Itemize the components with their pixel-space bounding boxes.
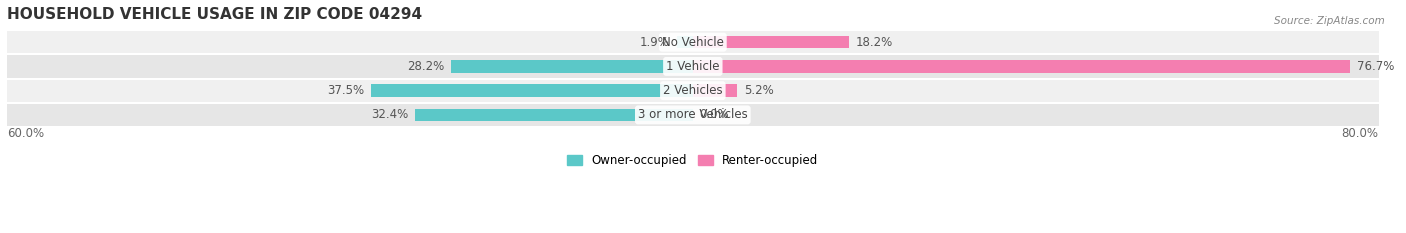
Bar [693,84,737,97]
Text: 80.0%: 80.0% [1341,127,1379,140]
Text: 37.5%: 37.5% [328,84,364,97]
Text: 3 or more Vehicles: 3 or more Vehicles [638,108,748,121]
Text: 1.9%: 1.9% [640,36,669,49]
Text: Source: ZipAtlas.com: Source: ZipAtlas.com [1274,16,1385,26]
Bar [371,84,693,97]
Bar [693,60,1350,73]
Bar [415,109,693,121]
Text: 32.4%: 32.4% [371,108,408,121]
Bar [7,79,1379,102]
Text: No Vehicle: No Vehicle [662,36,724,49]
Bar [7,55,1379,78]
Bar [451,60,693,73]
Text: 0.0%: 0.0% [700,108,730,121]
Text: 5.2%: 5.2% [744,84,775,97]
Text: 28.2%: 28.2% [406,60,444,73]
Text: 60.0%: 60.0% [7,127,44,140]
Text: 76.7%: 76.7% [1357,60,1395,73]
Bar [676,36,693,48]
Bar [7,104,1379,126]
Bar [693,36,849,48]
Text: 1 Vehicle: 1 Vehicle [666,60,720,73]
Bar [7,31,1379,53]
Legend: Owner-occupied, Renter-occupied: Owner-occupied, Renter-occupied [562,149,823,171]
Text: HOUSEHOLD VEHICLE USAGE IN ZIP CODE 04294: HOUSEHOLD VEHICLE USAGE IN ZIP CODE 0429… [7,7,422,22]
Text: 2 Vehicles: 2 Vehicles [664,84,723,97]
Text: 18.2%: 18.2% [856,36,893,49]
